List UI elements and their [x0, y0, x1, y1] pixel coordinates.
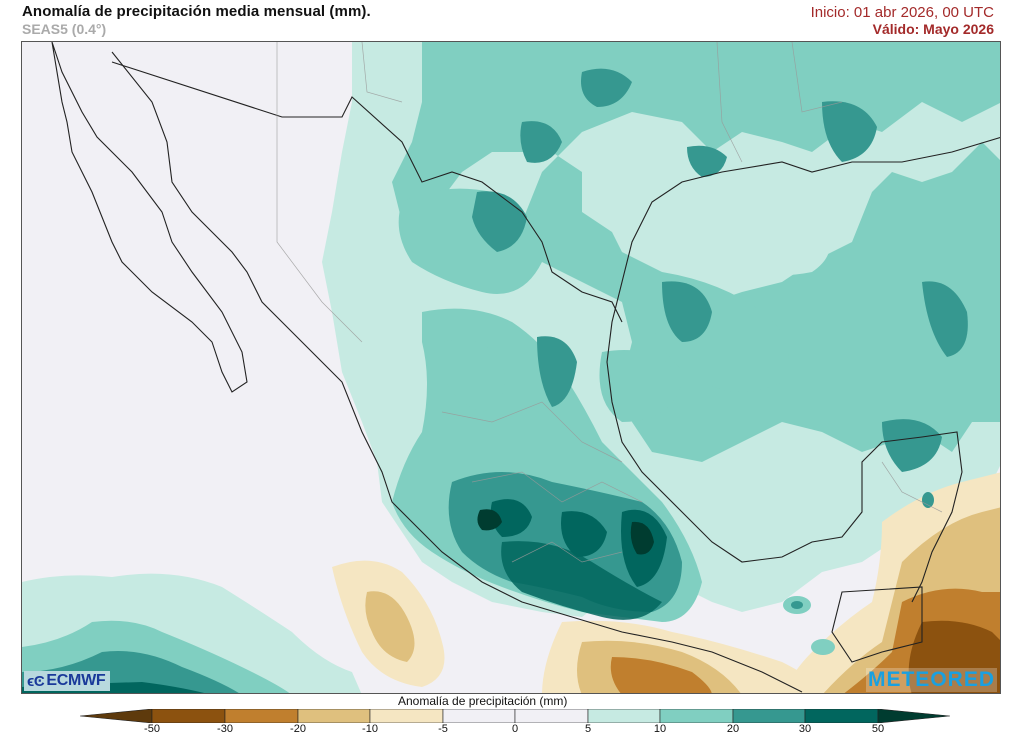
tick-label: 30 [798, 723, 812, 735]
tick-label: -30 [217, 723, 233, 735]
valid-date: Válido: Mayo 2026 [872, 21, 994, 37]
ecmwf-logo: ϵϾ ECMWF [24, 671, 111, 691]
tick-label: 5 [584, 723, 592, 735]
tick-label: -5 [438, 723, 448, 735]
tick-label: 50 [871, 723, 885, 735]
ecmwf-logo-icon: ϵϾ [27, 672, 45, 690]
init-date: Inicio: 01 abr 2026, 00 UTC [810, 4, 994, 21]
precipitation-anomaly-map: ϵϾ ECMWF METEORED [21, 41, 1001, 694]
ecmwf-logo-text: ECMWF [46, 672, 106, 689]
tick-label: 10 [653, 723, 667, 735]
map-title: Anomalía de precipitación media mensual … [22, 3, 371, 20]
colorbar-title: Anomalía de precipitación (mm) [398, 694, 568, 708]
tick-label: -10 [362, 723, 378, 735]
colorbar-ticks: -50 -30 -20 -10 -5 0 5 10 20 30 50 [0, 723, 1024, 737]
map-canvas [22, 42, 1000, 693]
tick-label: -20 [290, 723, 306, 735]
colorbar [80, 709, 950, 723]
tick-label: 0 [511, 723, 519, 735]
model-subtitle: SEAS5 (0.4°) [22, 21, 107, 37]
tick-label: -50 [144, 723, 160, 735]
tick-label: 20 [726, 723, 740, 735]
meteored-logo: METEORED [865, 668, 997, 692]
